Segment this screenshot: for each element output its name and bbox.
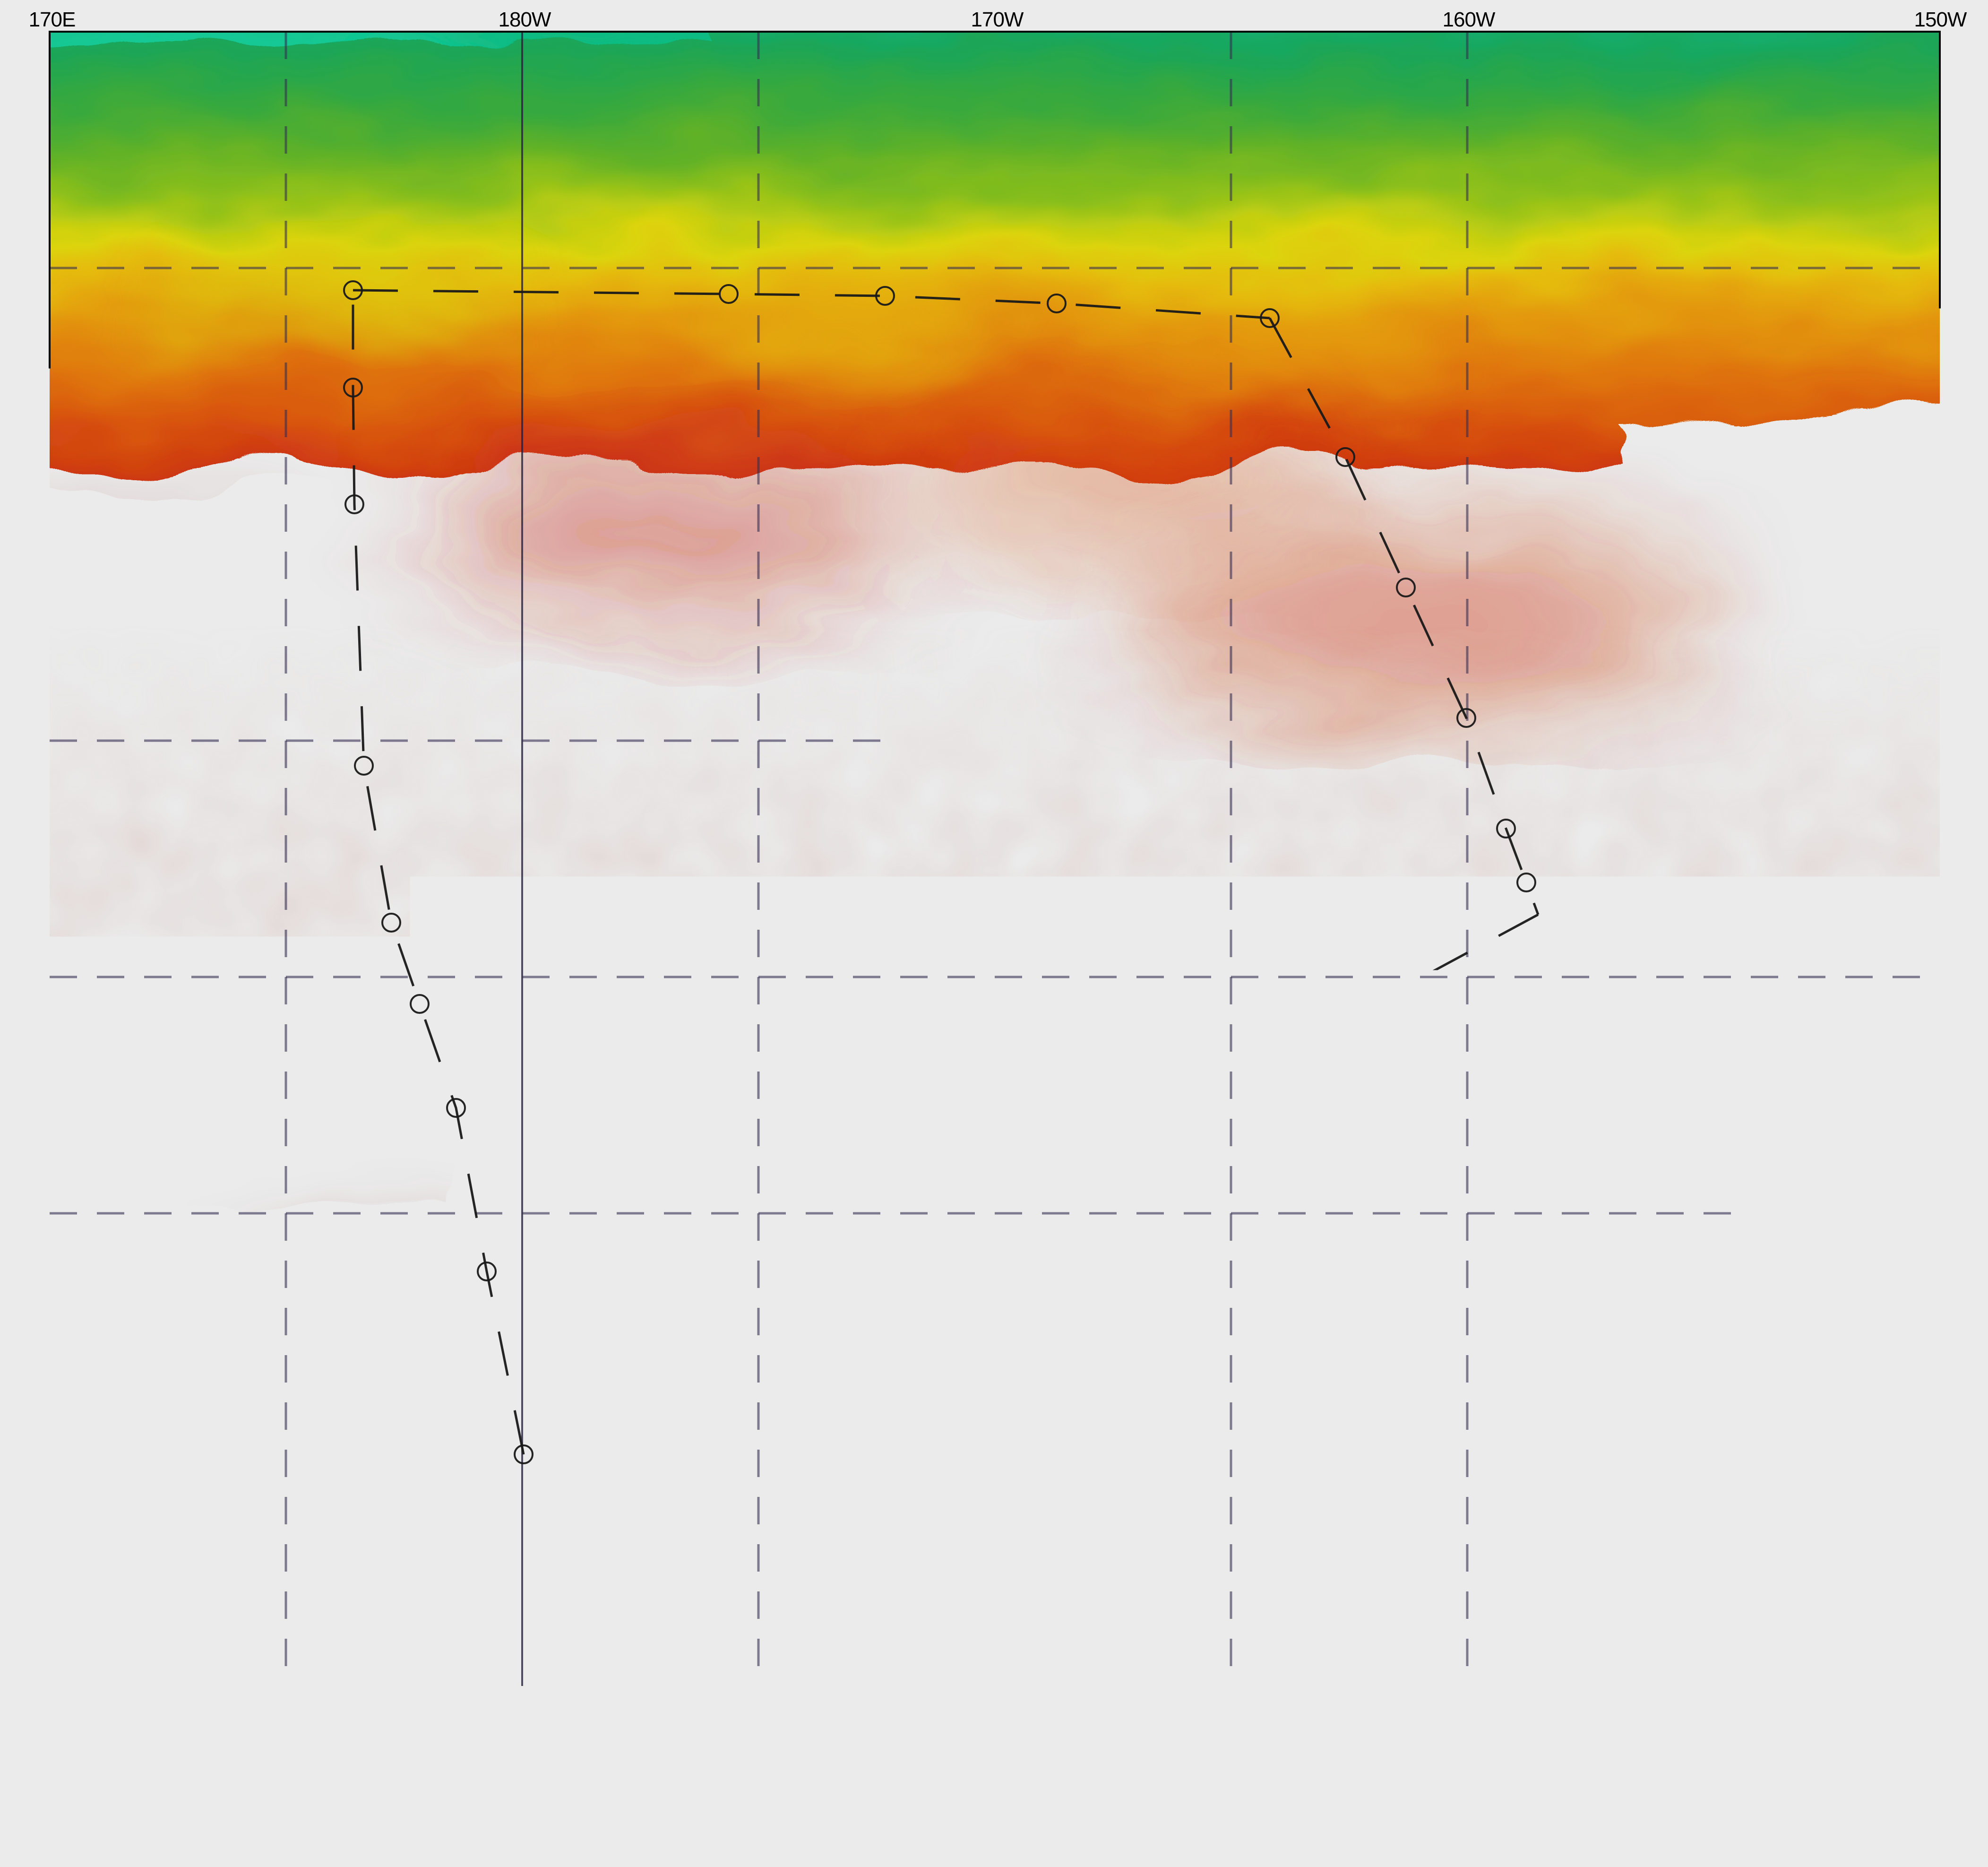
lat-label-20N: 20N	[1950, 966, 1988, 988]
lat-label-10N: 10N	[1950, 1439, 1988, 1461]
colorbar-tick-label: 25	[1116, 1842, 1147, 1867]
colorbar-tick-label: 20	[1023, 1842, 1054, 1867]
lon-label-180W: 180W	[499, 8, 551, 31]
lat-label-30N: 30N	[1950, 493, 1988, 516]
map-area	[0, 0, 1988, 1790]
lon-label-170E: 170E	[29, 8, 76, 31]
warm-water-mottle	[50, 622, 1940, 1686]
colorbar-tick-label: 10	[836, 1842, 867, 1867]
sst-plot: 170E 180W 170W 160W 150W 30N 20N 10N 202…	[0, 0, 1988, 1867]
colorbar-tick-label: 15	[929, 1842, 960, 1867]
colorbar-tick-label: 5	[750, 1842, 766, 1867]
dataset-label: 20220618-MUR-GHRSST	[1674, 1689, 1917, 1714]
sst-blob	[711, 296, 995, 372]
sst-blob	[154, 254, 513, 339]
colorbar-tick-label: 30	[1210, 1842, 1240, 1867]
colorbar-tick-label: 0	[657, 1842, 673, 1867]
lon-label-150W: 150W	[1914, 8, 1967, 31]
sst-blob	[914, 419, 1311, 542]
island-kauai	[1473, 867, 1496, 890]
colorbar-units: (degC)	[766, 1753, 829, 1776]
colorbar-tick-label: 35	[1303, 1842, 1334, 1867]
sst-blob	[721, 126, 1127, 230]
lon-label-170W: 170W	[971, 8, 1024, 31]
sst-blob	[428, 462, 900, 594]
colorbar-title: SST	[662, 1745, 715, 1776]
colorbar-gradient	[665, 1783, 1318, 1820]
sst-blob	[229, 93, 626, 216]
lon-label-160W: 160W	[1443, 8, 1496, 31]
island-kahoolawe	[1602, 950, 1609, 956]
sst-map-page: 170E 180W 170W 160W 150W 30N 20N 10N 202…	[0, 0, 1988, 1867]
